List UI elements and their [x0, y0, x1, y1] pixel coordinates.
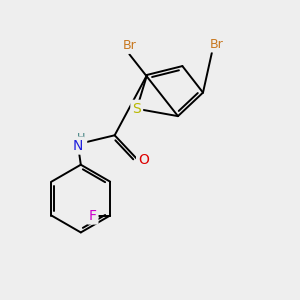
Text: N: N — [73, 139, 83, 153]
Text: Br: Br — [122, 39, 136, 52]
Text: F: F — [88, 208, 97, 223]
Text: Br: Br — [209, 38, 223, 50]
Text: O: O — [138, 153, 149, 167]
Text: S: S — [132, 102, 141, 116]
Text: H: H — [77, 133, 86, 142]
